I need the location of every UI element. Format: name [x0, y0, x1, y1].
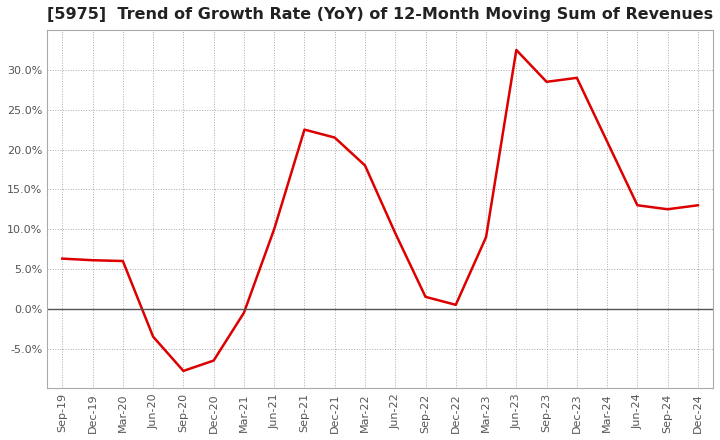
- Title: [5975]  Trend of Growth Rate (YoY) of 12-Month Moving Sum of Revenues: [5975] Trend of Growth Rate (YoY) of 12-…: [47, 7, 714, 22]
